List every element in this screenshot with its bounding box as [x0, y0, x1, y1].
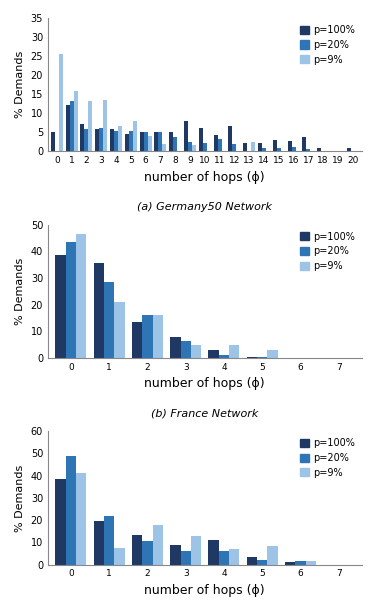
Bar: [292, 148, 296, 152]
Y-axis label: % Demands: % Demands: [15, 258, 25, 325]
Bar: [258, 143, 262, 152]
X-axis label: number of hops (ϕ): number of hops (ϕ): [145, 584, 265, 597]
Bar: [66, 242, 76, 358]
Bar: [208, 540, 219, 565]
Bar: [251, 142, 255, 152]
Bar: [132, 322, 142, 358]
Bar: [158, 132, 162, 152]
Bar: [199, 128, 203, 152]
Bar: [85, 129, 89, 152]
Bar: [257, 357, 267, 358]
Bar: [133, 121, 137, 152]
Bar: [148, 136, 152, 152]
Bar: [295, 561, 306, 565]
Bar: [180, 341, 191, 358]
Bar: [129, 131, 133, 152]
Bar: [154, 132, 158, 152]
Bar: [114, 131, 118, 152]
Bar: [144, 132, 148, 152]
Bar: [229, 549, 239, 565]
Y-axis label: % Demands: % Demands: [15, 51, 25, 118]
Bar: [125, 134, 129, 152]
Bar: [317, 148, 321, 152]
Bar: [218, 138, 222, 152]
Bar: [184, 121, 188, 152]
Bar: [74, 90, 77, 152]
Bar: [243, 143, 247, 152]
Bar: [162, 144, 166, 152]
Bar: [257, 560, 267, 565]
Bar: [76, 234, 86, 358]
Bar: [153, 316, 163, 358]
Bar: [306, 561, 316, 565]
Bar: [173, 137, 177, 152]
Bar: [153, 524, 163, 565]
Bar: [103, 100, 107, 152]
Bar: [94, 263, 104, 358]
Bar: [219, 551, 229, 565]
Bar: [170, 544, 180, 565]
Text: (a) Germany50 Network: (a) Germany50 Network: [137, 202, 272, 212]
Bar: [80, 124, 85, 152]
Bar: [66, 456, 76, 565]
Bar: [99, 128, 103, 152]
Bar: [169, 132, 173, 152]
Bar: [273, 140, 277, 152]
Bar: [208, 350, 219, 358]
Bar: [142, 316, 153, 358]
Bar: [267, 546, 277, 565]
Bar: [277, 148, 281, 152]
Bar: [302, 137, 306, 152]
Bar: [89, 101, 92, 152]
Bar: [114, 302, 125, 358]
Bar: [55, 479, 66, 565]
Bar: [51, 132, 55, 152]
Bar: [267, 350, 277, 358]
Bar: [180, 551, 191, 565]
Bar: [66, 104, 70, 152]
Bar: [214, 135, 218, 152]
X-axis label: number of hops (ϕ): number of hops (ϕ): [145, 171, 265, 184]
Bar: [188, 142, 192, 152]
Bar: [110, 129, 114, 152]
Bar: [139, 132, 144, 152]
Bar: [104, 282, 114, 358]
Bar: [95, 129, 99, 152]
Bar: [70, 101, 74, 152]
Bar: [170, 337, 180, 358]
Bar: [219, 354, 229, 358]
Bar: [285, 562, 295, 565]
Text: (b) France Network: (b) France Network: [151, 409, 258, 419]
Bar: [142, 541, 153, 565]
Bar: [191, 345, 201, 358]
Bar: [114, 548, 125, 565]
Bar: [228, 126, 232, 152]
Legend: p=100%, p=20%, p=9%: p=100%, p=20%, p=9%: [299, 436, 357, 480]
Bar: [247, 557, 257, 565]
X-axis label: number of hops (ϕ): number of hops (ϕ): [145, 378, 265, 390]
Bar: [347, 148, 351, 152]
Bar: [287, 141, 292, 152]
Bar: [104, 516, 114, 565]
Bar: [94, 521, 104, 565]
Bar: [55, 256, 66, 358]
Legend: p=100%, p=20%, p=9%: p=100%, p=20%, p=9%: [299, 229, 357, 273]
Bar: [229, 345, 239, 358]
Bar: [306, 149, 310, 152]
Bar: [203, 143, 207, 152]
Bar: [192, 145, 196, 152]
Bar: [247, 357, 257, 358]
Bar: [76, 473, 86, 565]
Bar: [232, 144, 237, 152]
Legend: p=100%, p=20%, p=9%: p=100%, p=20%, p=9%: [299, 23, 357, 67]
Bar: [59, 54, 63, 152]
Bar: [118, 126, 122, 152]
Bar: [262, 148, 266, 152]
Bar: [132, 535, 142, 565]
Y-axis label: % Demands: % Demands: [15, 464, 25, 532]
Bar: [191, 535, 201, 565]
